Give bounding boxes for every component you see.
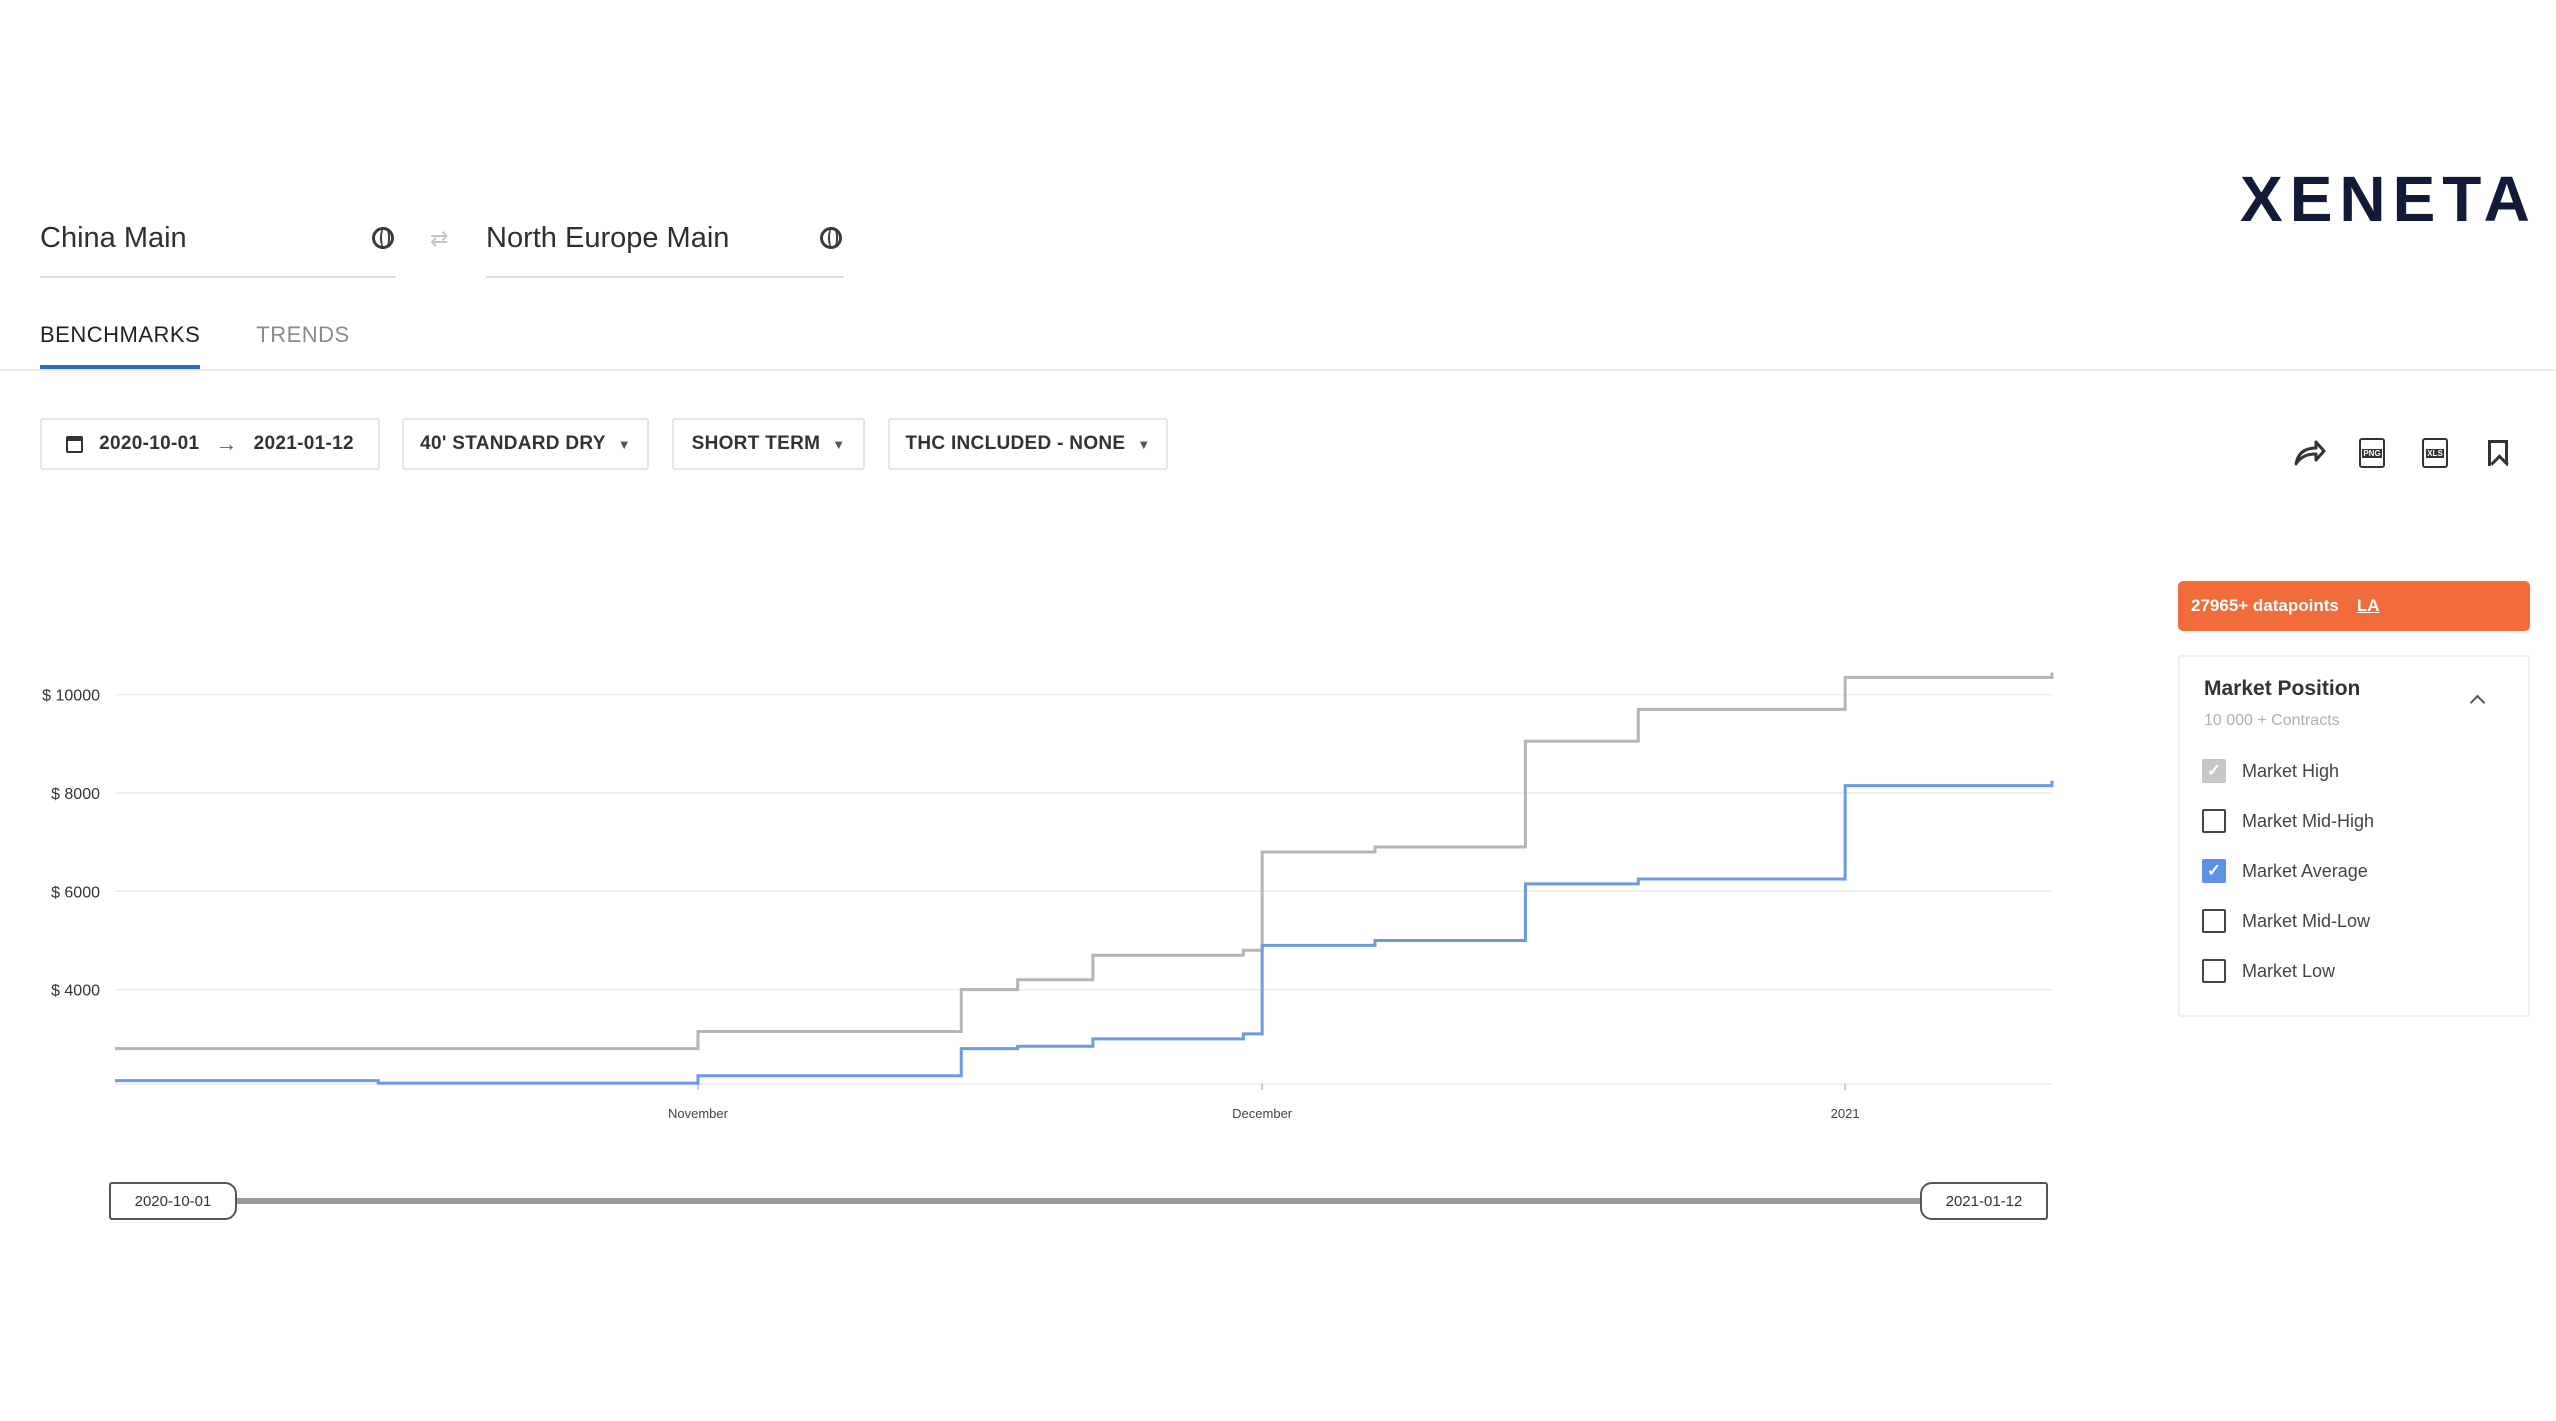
tab-trends[interactable]: TRENDS [256,322,350,347]
x-tick-label: December [1232,1106,1293,1121]
range-end-handle[interactable]: 2021-01-12 [1920,1182,2048,1220]
checkbox-market-high[interactable]: ✓ [2202,759,2226,783]
option-market-low[interactable]: Market Low [2202,959,2335,983]
y-tick-label: $ 10000 [42,688,100,705]
xls-label: XLS [2426,448,2444,458]
market-position-panel: Market Position 10 000 + Contracts ✓ Mar… [2178,655,2530,1017]
chevron-up-icon[interactable] [2469,694,2486,711]
datapoints-count: 27965+ datapoints [2191,596,2339,615]
option-label: Market Mid-Low [2242,910,2371,931]
png-export-icon[interactable]: PNG [2355,436,2389,470]
option-label: Market High [2242,760,2340,781]
arrow-right-icon: → [215,431,238,456]
destination-field[interactable]: North Europe Main [486,200,844,278]
destination-label: North Europe Main [486,221,730,254]
chevron-down-icon: ▼ [832,436,846,452]
option-label: Market Average [2242,860,2368,881]
date-from: 2020-10-01 [99,433,200,454]
globe-icon[interactable] [820,227,842,249]
option-market-mid-low[interactable]: Market Mid-Low [2202,909,2370,933]
market-position-subtitle: 10 000 + Contracts [2204,712,2340,729]
range-start-handle[interactable]: 2020-10-01 [109,1182,237,1220]
series-line-market-high [115,672,2054,1051]
market-rate-chart: $ 10000 $ 8000 $ 6000 $ 4000 November Decembe… [42,672,2054,1121]
globe-icon[interactable] [372,227,394,249]
chevron-down-icon: ▼ [1137,436,1151,452]
checkbox-market-low[interactable] [2202,959,2226,983]
equipment-dropdown[interactable]: 40' STANDARD DRY ▼ [402,418,649,470]
tab-bar: BENCHMARKS TRENDS [40,318,350,370]
x-tick-label: November [668,1106,729,1121]
x-tick-label: 2021 [1831,1106,1860,1121]
xeneta-logo: XENETA [2240,163,2537,235]
y-tick-label: $ 6000 [51,884,100,901]
tabs-divider [0,369,2556,371]
date-range-picker[interactable]: 2020-10-01 → 2021-01-12 [40,418,380,470]
calendar-icon [66,435,84,453]
market-position-title: Market Position [2204,677,2361,700]
y-tick-label: $ 8000 [51,786,100,803]
checkbox-market-mid-high[interactable] [2202,809,2226,833]
checkbox-market-average[interactable]: ✓ [2202,859,2226,883]
option-market-high[interactable]: ✓ Market High [2202,759,2339,783]
share-icon[interactable] [2292,436,2326,470]
origin-label: China Main [40,221,187,254]
range-slider-track[interactable] [228,1198,1928,1204]
equipment-value: 40' STANDARD DRY [420,433,606,454]
contract-dropdown[interactable]: SHORT TERM ▼ [672,418,865,470]
origin-field[interactable]: China Main [40,200,396,278]
png-label: PNG [2362,448,2382,458]
swap-arrows-icon[interactable]: ⇄ [430,226,449,251]
datapoints-link[interactable]: LA [2356,596,2380,615]
option-label: Market Low [2242,960,2336,981]
option-label: Market Mid-High [2242,810,2375,831]
bookmark-icon[interactable] [2481,436,2515,470]
chevron-down-icon: ▼ [617,436,631,452]
option-market-mid-high[interactable]: Market Mid-High [2202,809,2374,833]
datapoints-banner: 27965+ datapoints LA [2178,581,2530,631]
contract-value: SHORT TERM [691,433,821,454]
y-tick-label: $ 4000 [51,983,100,1000]
thc-value: THC INCLUDED - NONE [905,433,1126,454]
tab-benchmarks[interactable]: BENCHMARKS [40,318,201,370]
xls-export-icon[interactable]: XLS [2418,436,2452,470]
series-line-market-average [115,780,2054,1085]
checkbox-market-mid-low[interactable] [2202,909,2226,933]
option-market-average[interactable]: ✓ Market Average [2202,859,2368,883]
thc-dropdown[interactable]: THC INCLUDED - NONE ▼ [888,418,1168,470]
date-to: 2021-01-12 [253,433,354,454]
